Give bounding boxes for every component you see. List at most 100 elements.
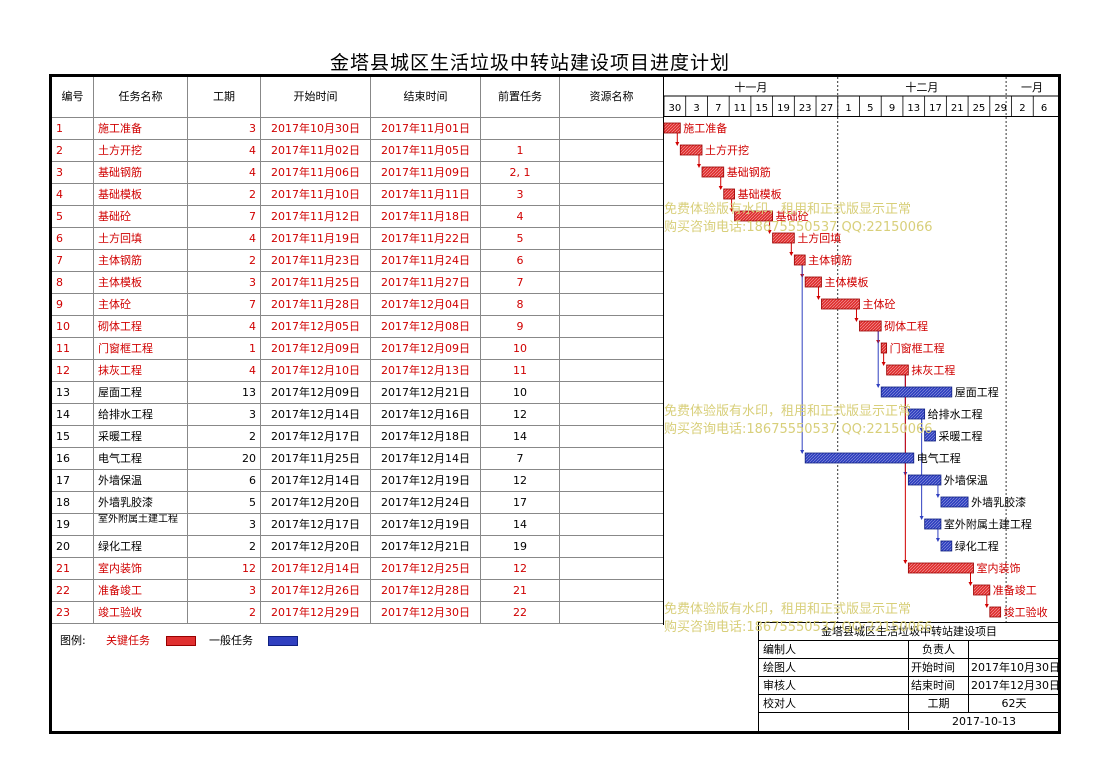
cell-end[interactable]: 2017年11月22日	[371, 228, 481, 249]
cell-name[interactable]: 门窗框工程	[94, 338, 188, 359]
cell-end[interactable]: 2017年11月18日	[371, 206, 481, 227]
cell-duration[interactable]: 3	[188, 404, 261, 425]
cell-pred[interactable]: 12	[481, 558, 560, 579]
cell-pred[interactable]: 11	[481, 360, 560, 381]
cell-id[interactable]: 3	[52, 162, 94, 183]
table-row[interactable]: 5 基础砼 7 2017年11月12日 2017年11月18日 4	[52, 205, 663, 227]
table-row[interactable]: 20 绿化工程 2 2017年12月20日 2017年12月21日 19	[52, 535, 663, 557]
col-header-name[interactable]: 任务名称	[94, 77, 188, 117]
cell-end[interactable]: 2017年12月21日	[371, 536, 481, 557]
cell-end[interactable]: 2017年12月28日	[371, 580, 481, 601]
cell-name[interactable]: 基础钢筋	[94, 162, 188, 183]
col-header-start[interactable]: 开始时间	[261, 77, 371, 117]
cell-id[interactable]: 17	[52, 470, 94, 491]
cell-id[interactable]: 4	[52, 184, 94, 205]
cell-end[interactable]: 2017年12月18日	[371, 426, 481, 447]
cell-id[interactable]: 2	[52, 140, 94, 161]
cell-pred[interactable]: 9	[481, 316, 560, 337]
cell-duration[interactable]: 3	[188, 580, 261, 601]
cell-start[interactable]: 2017年12月05日	[261, 316, 371, 337]
cell-name[interactable]: 抹灰工程	[94, 360, 188, 381]
cell-name[interactable]: 外墙保温	[94, 470, 188, 491]
cell-start[interactable]: 2017年12月14日	[261, 558, 371, 579]
cell-start[interactable]: 2017年12月17日	[261, 514, 371, 535]
cell-pred[interactable]: 17	[481, 492, 560, 513]
cell-id[interactable]: 16	[52, 448, 94, 469]
cell-end[interactable]: 2017年12月21日	[371, 382, 481, 403]
cell-start[interactable]: 2017年12月20日	[261, 536, 371, 557]
cell-name[interactable]: 准备竣工	[94, 580, 188, 601]
cell-pred[interactable]: 7	[481, 272, 560, 293]
cell-id[interactable]: 12	[52, 360, 94, 381]
cell-pred[interactable]: 12	[481, 404, 560, 425]
table-row[interactable]: 9 主体砼 7 2017年11月28日 2017年12月04日 8	[52, 293, 663, 315]
cell-pred[interactable]: 10	[481, 382, 560, 403]
col-header-resource[interactable]: 资源名称	[589, 90, 634, 103]
cell-end[interactable]: 2017年11月09日	[371, 162, 481, 183]
cell-start[interactable]: 2017年11月02日	[261, 140, 371, 161]
cell-pred[interactable]: 22	[481, 602, 560, 623]
col-header-id[interactable]: 编号	[52, 77, 94, 117]
table-row[interactable]: 15 采暖工程 2 2017年12月17日 2017年12月18日 14	[52, 425, 663, 447]
cell-start[interactable]: 2017年11月25日	[261, 272, 371, 293]
cell-name[interactable]: 土方开挖	[94, 140, 188, 161]
cell-name[interactable]: 施工准备	[94, 118, 188, 139]
cell-end[interactable]: 2017年12月30日	[371, 602, 481, 623]
cell-end[interactable]: 2017年11月11日	[371, 184, 481, 205]
table-row[interactable]: 23 竣工验收 2 2017年12月29日 2017年12月30日 22	[52, 601, 663, 623]
cell-start[interactable]: 2017年12月14日	[261, 470, 371, 491]
cell-duration[interactable]: 6	[188, 470, 261, 491]
cell-duration[interactable]: 4	[188, 360, 261, 381]
table-row[interactable]: 17 外墙保温 6 2017年12月14日 2017年12月19日 12	[52, 469, 663, 491]
cell-id[interactable]: 19	[52, 514, 94, 535]
table-row[interactable]: 13 屋面工程 13 2017年12月09日 2017年12月21日 10	[52, 381, 663, 403]
cell-pred[interactable]: 14	[481, 426, 560, 447]
cell-pred[interactable]: 14	[481, 514, 560, 535]
cell-duration[interactable]: 4	[188, 162, 261, 183]
cell-duration[interactable]: 3	[188, 272, 261, 293]
cell-pred[interactable]: 2, 1	[481, 162, 560, 183]
cell-end[interactable]: 2017年11月05日	[371, 140, 481, 161]
table-row[interactable]: 14 给排水工程 3 2017年12月14日 2017年12月16日 12	[52, 403, 663, 425]
cell-pred[interactable]: 8	[481, 294, 560, 315]
cell-id[interactable]: 7	[52, 250, 94, 271]
cell-end[interactable]: 2017年11月01日	[371, 118, 481, 139]
cell-duration[interactable]: 1	[188, 338, 261, 359]
table-row[interactable]: 6 土方回填 4 2017年11月19日 2017年11月22日 5	[52, 227, 663, 249]
cell-id[interactable]: 15	[52, 426, 94, 447]
cell-name[interactable]: 电气工程	[94, 448, 188, 469]
cell-start[interactable]: 2017年12月09日	[261, 382, 371, 403]
cell-name[interactable]: 绿化工程	[94, 536, 188, 557]
cell-end[interactable]: 2017年12月25日	[371, 558, 481, 579]
cell-duration[interactable]: 13	[188, 382, 261, 403]
cell-start[interactable]: 2017年12月14日	[261, 404, 371, 425]
cell-id[interactable]: 14	[52, 404, 94, 425]
cell-end[interactable]: 2017年12月19日	[371, 514, 481, 535]
cell-end[interactable]: 2017年12月19日	[371, 470, 481, 491]
cell-end[interactable]: 2017年12月08日	[371, 316, 481, 337]
cell-start[interactable]: 2017年11月12日	[261, 206, 371, 227]
cell-end[interactable]: 2017年12月09日	[371, 338, 481, 359]
cell-duration[interactable]: 7	[188, 206, 261, 227]
cell-id[interactable]: 21	[52, 558, 94, 579]
cell-id[interactable]: 20	[52, 536, 94, 557]
cell-start[interactable]: 2017年11月06日	[261, 162, 371, 183]
cell-pred[interactable]: 21	[481, 580, 560, 601]
cell-id[interactable]: 11	[52, 338, 94, 359]
cell-end[interactable]: 2017年12月04日	[371, 294, 481, 315]
table-row[interactable]: 18 外墙乳胶漆 5 2017年12月20日 2017年12月24日 17	[52, 491, 663, 513]
cell-duration[interactable]: 2	[188, 602, 261, 623]
cell-id[interactable]: 10	[52, 316, 94, 337]
cell-start[interactable]: 2017年10月30日	[261, 118, 371, 139]
cell-duration[interactable]: 5	[188, 492, 261, 513]
cell-id[interactable]: 8	[52, 272, 94, 293]
cell-duration[interactable]: 4	[188, 316, 261, 337]
cell-duration[interactable]: 7	[188, 294, 261, 315]
cell-start[interactable]: 2017年12月10日	[261, 360, 371, 381]
cell-id[interactable]: 9	[52, 294, 94, 315]
cell-end[interactable]: 2017年12月16日	[371, 404, 481, 425]
cell-pred[interactable]: 10	[481, 338, 560, 359]
cell-name[interactable]: 竣工验收	[94, 602, 188, 623]
cell-duration[interactable]: 2	[188, 184, 261, 205]
cell-id[interactable]: 1	[52, 118, 94, 139]
